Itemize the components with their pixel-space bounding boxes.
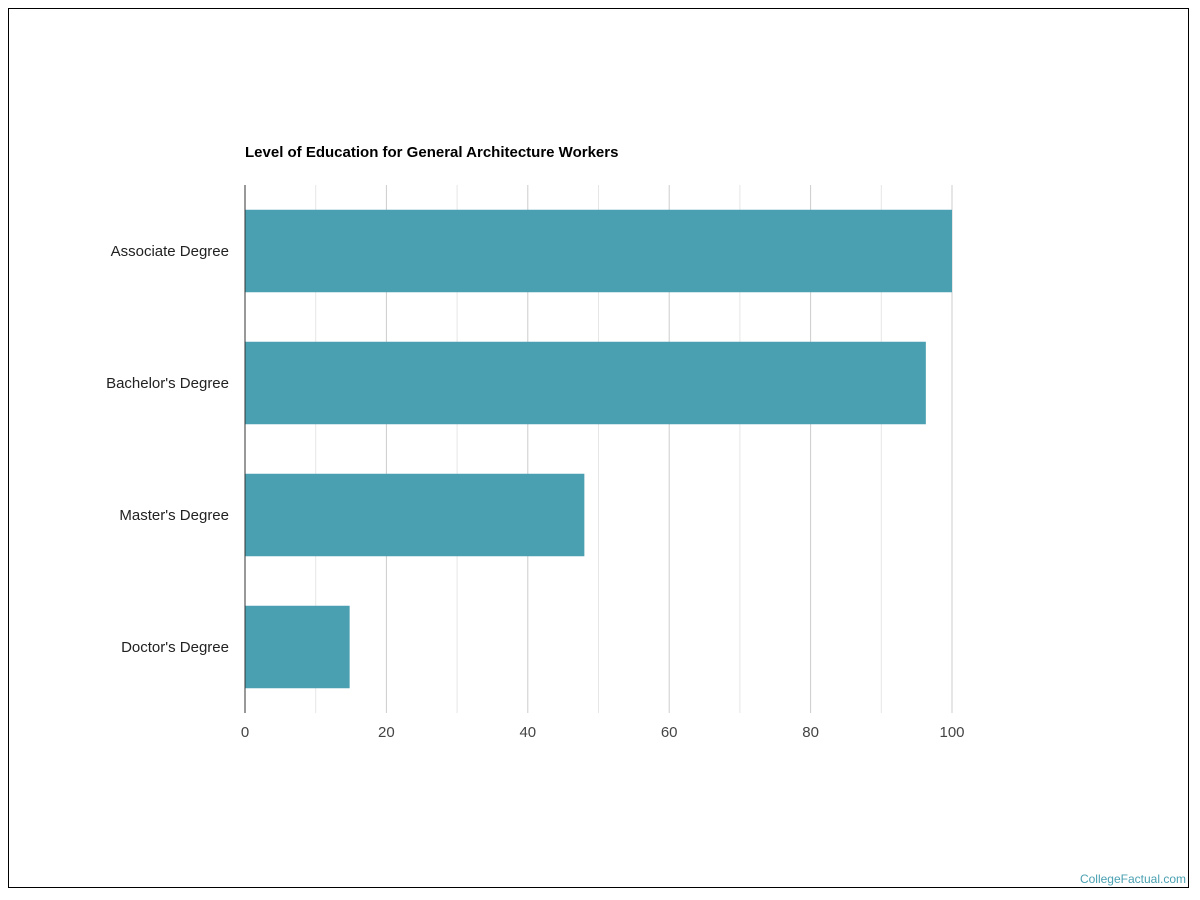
tick-labels: 0 20 40 60 80 100 xyxy=(241,724,965,741)
bar[interactable] xyxy=(245,209,952,293)
tick-label: 80 xyxy=(802,724,819,741)
bar[interactable] xyxy=(245,341,926,425)
category-labels: Associate Degree Bachelor's Degree Master'… xyxy=(106,243,229,656)
category-label: Master's Degree xyxy=(119,507,229,524)
watermark[interactable]: CollegeFactual.com xyxy=(1079,872,1186,886)
chart-title: Level of Education for General Architect… xyxy=(245,144,618,161)
tick-label: 60 xyxy=(661,724,678,741)
tick-label: 20 xyxy=(378,724,395,741)
category-label: Associate Degree xyxy=(111,243,229,260)
tick-label: 40 xyxy=(519,724,536,741)
tick-label: 100 xyxy=(939,724,964,741)
bar[interactable] xyxy=(245,473,585,557)
category-label: Bachelor's Degree xyxy=(106,375,229,392)
bar-layer xyxy=(245,209,952,689)
bar[interactable] xyxy=(245,605,350,689)
tick-label: 0 xyxy=(241,724,249,741)
category-label: Doctor's Degree xyxy=(121,639,229,656)
